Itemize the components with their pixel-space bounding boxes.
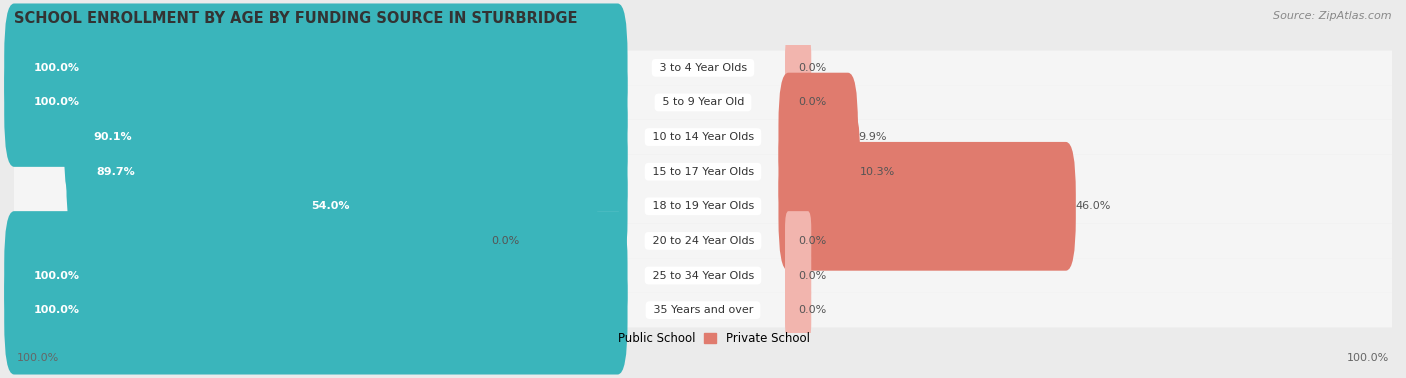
FancyBboxPatch shape: [4, 211, 627, 340]
Text: 0.0%: 0.0%: [799, 271, 827, 280]
FancyBboxPatch shape: [779, 107, 860, 236]
FancyBboxPatch shape: [281, 142, 627, 271]
Text: 100.0%: 100.0%: [1347, 353, 1389, 363]
FancyBboxPatch shape: [14, 154, 1392, 189]
FancyBboxPatch shape: [14, 189, 1392, 224]
Text: 0.0%: 0.0%: [799, 305, 827, 315]
Text: Source: ZipAtlas.com: Source: ZipAtlas.com: [1274, 11, 1392, 21]
Text: 0.0%: 0.0%: [799, 63, 827, 73]
Text: 46.0%: 46.0%: [1076, 201, 1111, 211]
FancyBboxPatch shape: [785, 246, 811, 305]
FancyBboxPatch shape: [4, 38, 627, 167]
FancyBboxPatch shape: [4, 246, 627, 375]
Text: 0.0%: 0.0%: [799, 98, 827, 107]
Legend: Public School, Private School: Public School, Private School: [592, 327, 814, 350]
FancyBboxPatch shape: [595, 211, 621, 271]
FancyBboxPatch shape: [14, 293, 1392, 327]
Text: 10 to 14 Year Olds: 10 to 14 Year Olds: [648, 132, 758, 142]
Text: 0.0%: 0.0%: [491, 236, 519, 246]
FancyBboxPatch shape: [785, 211, 811, 271]
FancyBboxPatch shape: [14, 85, 1392, 120]
Text: 100.0%: 100.0%: [34, 305, 80, 315]
FancyBboxPatch shape: [14, 258, 1392, 293]
Text: 100.0%: 100.0%: [34, 98, 80, 107]
FancyBboxPatch shape: [14, 120, 1392, 154]
FancyBboxPatch shape: [4, 3, 627, 132]
Text: 15 to 17 Year Olds: 15 to 17 Year Olds: [648, 167, 758, 177]
Text: 0.0%: 0.0%: [799, 236, 827, 246]
Text: 9.9%: 9.9%: [858, 132, 886, 142]
Text: 5 to 9 Year Old: 5 to 9 Year Old: [658, 98, 748, 107]
Text: 54.0%: 54.0%: [311, 201, 350, 211]
FancyBboxPatch shape: [779, 142, 1076, 271]
Text: 18 to 19 Year Olds: 18 to 19 Year Olds: [648, 201, 758, 211]
Text: 20 to 24 Year Olds: 20 to 24 Year Olds: [648, 236, 758, 246]
Text: 3 to 4 Year Olds: 3 to 4 Year Olds: [655, 63, 751, 73]
FancyBboxPatch shape: [785, 280, 811, 340]
Text: 100.0%: 100.0%: [34, 271, 80, 280]
FancyBboxPatch shape: [785, 73, 811, 132]
FancyBboxPatch shape: [14, 51, 1392, 85]
Text: 90.1%: 90.1%: [94, 132, 132, 142]
FancyBboxPatch shape: [14, 224, 1392, 258]
FancyBboxPatch shape: [66, 107, 627, 236]
Text: SCHOOL ENROLLMENT BY AGE BY FUNDING SOURCE IN STURBRIDGE: SCHOOL ENROLLMENT BY AGE BY FUNDING SOUR…: [14, 11, 578, 26]
Text: 100.0%: 100.0%: [34, 63, 80, 73]
Text: 25 to 34 Year Olds: 25 to 34 Year Olds: [648, 271, 758, 280]
FancyBboxPatch shape: [65, 73, 627, 201]
FancyBboxPatch shape: [785, 38, 811, 98]
Text: 10.3%: 10.3%: [860, 167, 896, 177]
Text: 89.7%: 89.7%: [96, 167, 135, 177]
Text: 35 Years and over: 35 Years and over: [650, 305, 756, 315]
Text: 100.0%: 100.0%: [17, 353, 59, 363]
FancyBboxPatch shape: [779, 73, 858, 201]
